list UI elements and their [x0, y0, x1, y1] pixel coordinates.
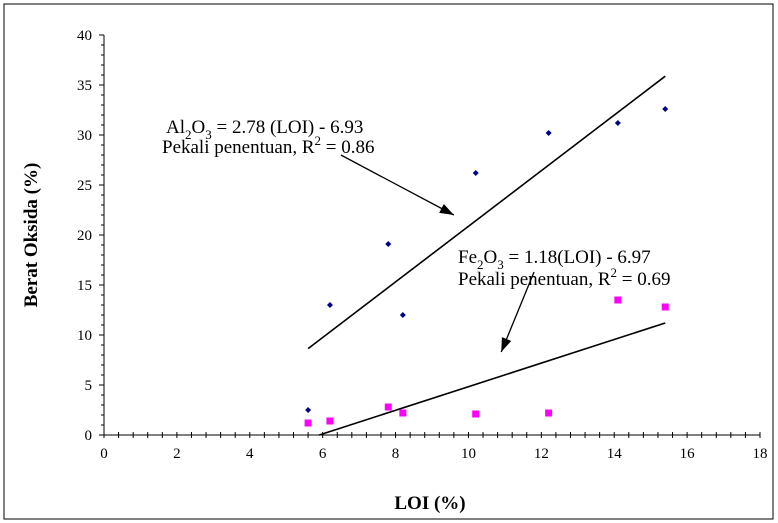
data-point-series-2	[472, 410, 480, 418]
x-tick-label: 6	[319, 446, 327, 462]
data-point-series-2	[399, 409, 407, 417]
eq-part: Fe	[458, 247, 477, 268]
y-tick-label: 20	[77, 228, 92, 244]
data-point-series-1	[662, 106, 669, 112]
x-tick-label: 0	[100, 446, 108, 462]
alumina-r-squared: Pekali penentuan, R2 = 0.86	[162, 133, 374, 158]
data-point-series-2	[614, 296, 622, 304]
annotation-arrow-line-2	[500, 271, 535, 353]
plot-area: 0 5 10 15 20 25 30 35 40 0 2 4 6 8 10 12 14 16 18	[77, 28, 768, 462]
x-tick-label: 12	[534, 446, 549, 462]
x-axis-title: LOI (%)	[394, 493, 465, 514]
y-tick-label: 5	[85, 378, 93, 394]
x-tick-label: 18	[753, 446, 768, 462]
data-point-series-2	[384, 403, 392, 411]
data-point-series-1	[385, 241, 392, 247]
data-point-series-2	[304, 419, 312, 427]
eq-subscript: 2	[477, 257, 484, 272]
r2-superscript: 2	[611, 265, 618, 280]
eq-part: O	[484, 247, 498, 268]
data-point-series-1	[326, 302, 333, 308]
y-tick-label: 15	[77, 278, 92, 294]
eq-part: = 1.18(LOI) - 6.97	[504, 247, 651, 268]
trendline-series-1	[307, 75, 666, 350]
eq-part: Al	[166, 117, 185, 138]
data-point-series-2	[326, 417, 334, 425]
y-axis-title: Berat Oksida (%)	[21, 163, 42, 308]
r2-superscript: 2	[315, 133, 322, 148]
eq-subscript: 3	[497, 257, 504, 272]
data-point-series-2	[545, 409, 553, 417]
x-tick-label: 14	[607, 446, 623, 462]
r2-part: Pekali penentuan, R	[458, 269, 611, 290]
y-tick-label: 35	[77, 78, 92, 94]
annotation-iron-oxide: Fe2O3 = 1.18(LOI) - 6.97 Pekali penentua…	[458, 247, 670, 290]
x-tick-label: 16	[680, 446, 696, 462]
r2-part: Pekali penentuan, R	[162, 137, 315, 158]
annotation-arrowhead-1	[439, 204, 454, 215]
x-tick-label: 8	[392, 446, 400, 462]
annotation-alumina: Al2O3 = 2.78 (LOI) - 6.93 Pekali penentu…	[162, 117, 374, 158]
annotation-arrowhead-2	[501, 337, 512, 352]
data-point-series-1	[399, 312, 406, 318]
x-tick-label: 4	[246, 446, 254, 462]
data-point-series-1	[614, 120, 621, 126]
data-point-series-2	[661, 303, 669, 311]
alumina-equation: Al2O3 = 2.78 (LOI) - 6.93	[166, 117, 363, 142]
data-point-series-1	[305, 407, 312, 413]
y-tick-label: 25	[77, 178, 92, 194]
eq-part: O	[192, 117, 206, 138]
y-tick-label: 10	[77, 328, 92, 344]
eq-subscript: 3	[205, 127, 212, 142]
eq-subscript: 2	[185, 127, 192, 142]
trendline-series-2	[318, 322, 666, 436]
x-tick-label: 2	[173, 446, 181, 462]
iron-oxide-r-squared: Pekali penentuan, R2 = 0.69	[458, 265, 670, 290]
y-tick-label: 40	[77, 28, 92, 44]
x-tick-label: 10	[461, 446, 476, 462]
y-tick-label: 30	[77, 128, 92, 144]
r2-part: = 0.86	[321, 137, 374, 158]
annotation-arrow-line-1	[340, 154, 455, 216]
eq-part: = 2.78 (LOI) - 6.93	[212, 117, 364, 138]
data-point-series-1	[472, 170, 479, 176]
y-tick-label: 0	[85, 428, 93, 444]
r2-part: = 0.69	[617, 269, 670, 290]
data-point-series-1	[545, 130, 552, 136]
iron-oxide-equation: Fe2O3 = 1.18(LOI) - 6.97	[458, 247, 651, 272]
chart-border	[3, 3, 774, 520]
